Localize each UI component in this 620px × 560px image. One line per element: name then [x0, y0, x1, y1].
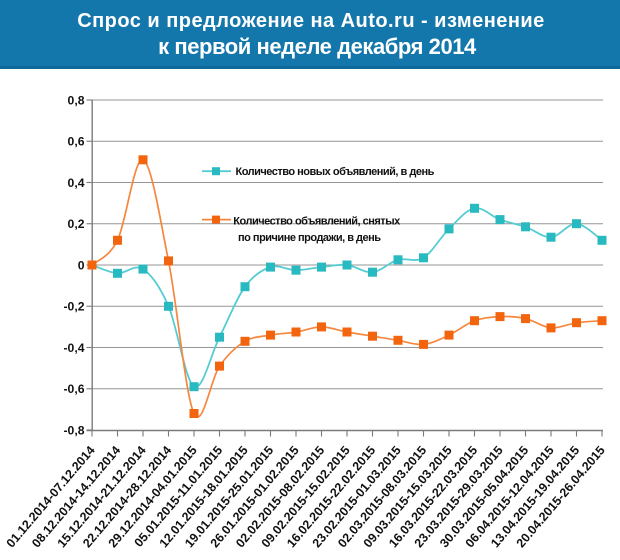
- svg-text:-0,8: -0,8: [63, 423, 84, 437]
- svg-text:0: 0: [78, 258, 85, 272]
- svg-text:Количество новых объявлений, в: Количество новых объявлений, в день: [236, 166, 435, 178]
- svg-text:-0,4: -0,4: [63, 341, 84, 355]
- svg-text:0,8: 0,8: [68, 93, 85, 107]
- svg-text:0,2: 0,2: [68, 217, 85, 231]
- svg-text:0,6: 0,6: [68, 135, 85, 149]
- svg-text:-0,6: -0,6: [63, 382, 84, 396]
- svg-text:по причине продажи, в день: по причине продажи, в день: [238, 232, 381, 244]
- svg-text:-0,2: -0,2: [63, 300, 84, 314]
- svg-text:0,4: 0,4: [68, 176, 85, 190]
- svg-text:Количество объявлений, снятых: Количество объявлений, снятых: [233, 216, 401, 228]
